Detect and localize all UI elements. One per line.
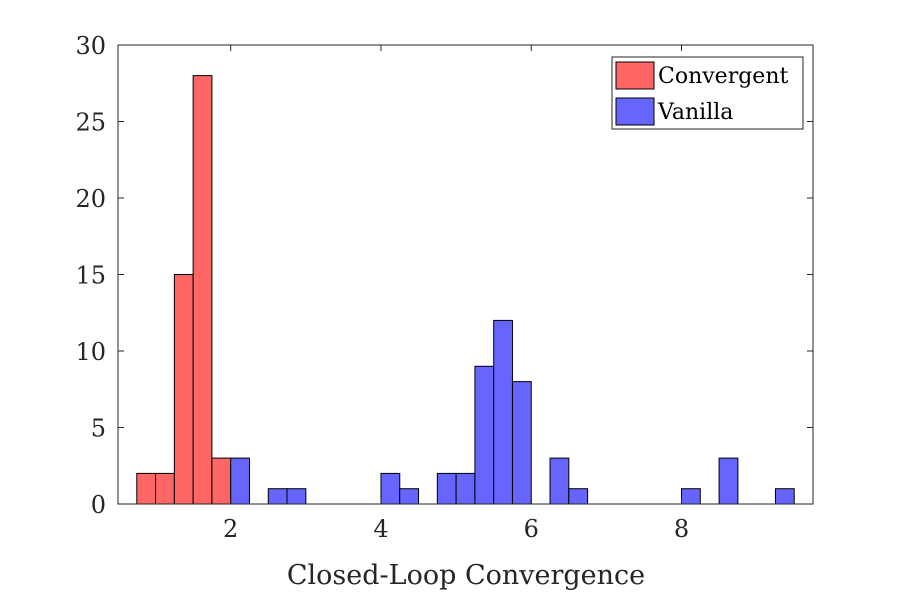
histogram-bar-vanilla-5	[436, 472, 457, 505]
y-tick-label-1: 5	[91, 415, 106, 443]
histogram-bar-vanilla-1	[267, 488, 288, 505]
legend: Convergent Vanilla	[611, 56, 804, 130]
histogram-bar-vanilla-10	[549, 457, 570, 505]
ticks-layer	[118, 44, 813, 505]
histogram-bar-vanilla-12	[681, 488, 701, 505]
y-tick-label-4: 20	[75, 185, 106, 213]
legend-swatch-convergent	[615, 61, 655, 90]
y-tick-label-6: 30	[75, 32, 106, 60]
y-tick-label-5: 25	[75, 109, 106, 137]
legend-label-convergent: Convergent	[658, 64, 788, 89]
histogram-bar-vanilla-3	[380, 472, 401, 505]
y-tick-label-0: 0	[91, 491, 106, 519]
histogram-bar-convergent-2	[173, 274, 194, 505]
y-tick-label-3: 15	[75, 262, 106, 290]
histogram-bar-vanilla-6	[455, 472, 476, 505]
histogram-bar-vanilla-13	[718, 457, 739, 505]
legend-swatch-vanilla	[615, 97, 655, 126]
bars-layer	[136, 75, 795, 505]
x-tick-label-0: 2	[223, 515, 238, 543]
histogram-bar-convergent-0	[136, 472, 157, 505]
histogram-bar-vanilla-9	[511, 381, 532, 505]
histogram-bar-convergent-3	[192, 75, 213, 505]
histogram-bar-vanilla-2	[286, 488, 307, 505]
x-tick-label-1: 4	[373, 515, 388, 543]
histogram-bar-vanilla-8	[493, 319, 513, 505]
legend-label-vanilla: Vanilla	[657, 100, 733, 125]
tick-labels-layer: 2 4 6 8 0 5 10 15 20 25 30	[75, 32, 689, 543]
histogram-bar-vanilla-11	[568, 488, 589, 505]
histogram-bar-vanilla-0	[230, 457, 250, 505]
x-axis-label: Closed-Loop Convergence	[287, 560, 645, 591]
histogram-bar-vanilla-14	[774, 488, 795, 505]
histogram-bar-convergent-4	[211, 457, 232, 505]
y-tick-label-2: 10	[75, 338, 106, 366]
histogram-bar-convergent-1	[155, 472, 175, 505]
x-tick-label-3: 8	[674, 515, 689, 543]
histogram-bar-vanilla-4	[399, 488, 420, 505]
histogram-bar-vanilla-7	[474, 365, 495, 505]
x-tick-label-2: 6	[524, 515, 539, 543]
